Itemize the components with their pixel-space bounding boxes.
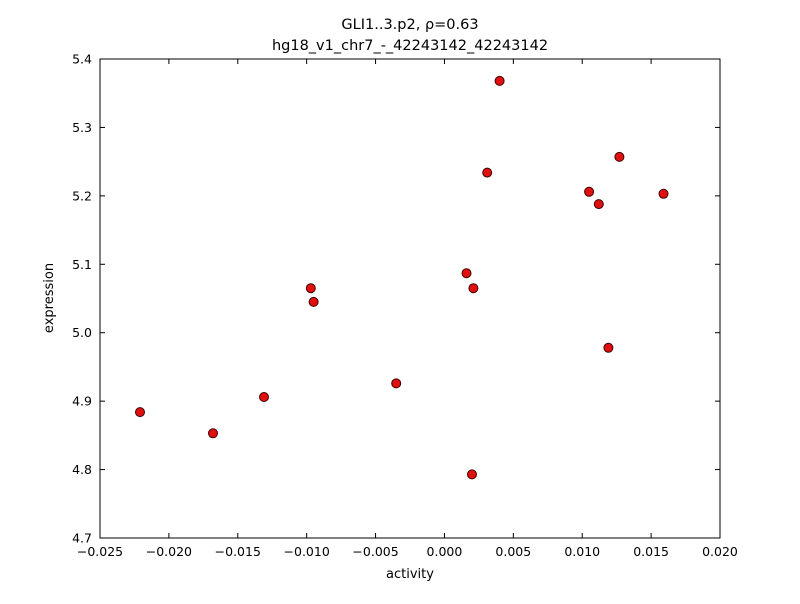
y-axis-label: expression xyxy=(42,263,57,333)
plot-area xyxy=(100,59,720,538)
data-point xyxy=(614,151,625,162)
x-tick-label: −0.010 xyxy=(284,544,330,559)
x-tick-label: 0.005 xyxy=(495,544,531,559)
x-tick-label: 0.010 xyxy=(564,544,600,559)
data-point xyxy=(468,283,479,294)
data-point xyxy=(593,199,604,210)
data-point xyxy=(584,186,595,197)
data-point xyxy=(482,167,493,178)
x-tick-label: −0.015 xyxy=(215,544,261,559)
y-tick-label: 4.8 xyxy=(72,462,92,477)
x-tick-label: 0.020 xyxy=(702,544,738,559)
y-tick-label: 4.9 xyxy=(72,394,92,409)
data-point xyxy=(494,75,505,86)
data-point xyxy=(391,378,402,389)
data-point xyxy=(135,407,145,418)
data-point xyxy=(467,469,477,480)
data-point xyxy=(461,268,472,279)
y-tick-label: 5.1 xyxy=(72,257,92,272)
data-point xyxy=(305,283,316,294)
x-tick-label: 0.000 xyxy=(427,544,463,559)
y-tick-label: 5.4 xyxy=(72,52,92,67)
data-point xyxy=(259,392,269,402)
data-point xyxy=(208,428,218,439)
chart-title: GLI1..3.p2, ρ=0.63 xyxy=(341,17,478,33)
y-axis-ticks: 4.7 4.8 4.9 5.0 5.1 5.2 5.3 5.4 xyxy=(72,52,720,546)
y-tick-label: 5.3 xyxy=(72,120,92,135)
data-point xyxy=(658,188,669,199)
x-tick-label: −0.005 xyxy=(352,544,398,559)
x-axis-label: activity xyxy=(386,567,434,582)
y-tick-label: 4.7 xyxy=(72,531,92,546)
x-tick-label: 0.015 xyxy=(633,544,669,559)
x-tick-label: −0.020 xyxy=(146,544,192,559)
y-tick-label: 5.2 xyxy=(72,188,92,203)
x-tick-label: −0.025 xyxy=(77,544,123,559)
chart-subtitle: hg18_v1_chr7_-_42243142_42243142 xyxy=(272,38,548,54)
data-point xyxy=(308,296,319,307)
x-axis-ticks: −0.025 −0.020 −0.015 −0.010 −0.005 0.000 0.005… xyxy=(77,59,738,559)
y-tick-label: 5.0 xyxy=(72,325,92,340)
data-point xyxy=(603,342,614,353)
data-points xyxy=(135,75,669,480)
plot-frame xyxy=(99,58,721,539)
